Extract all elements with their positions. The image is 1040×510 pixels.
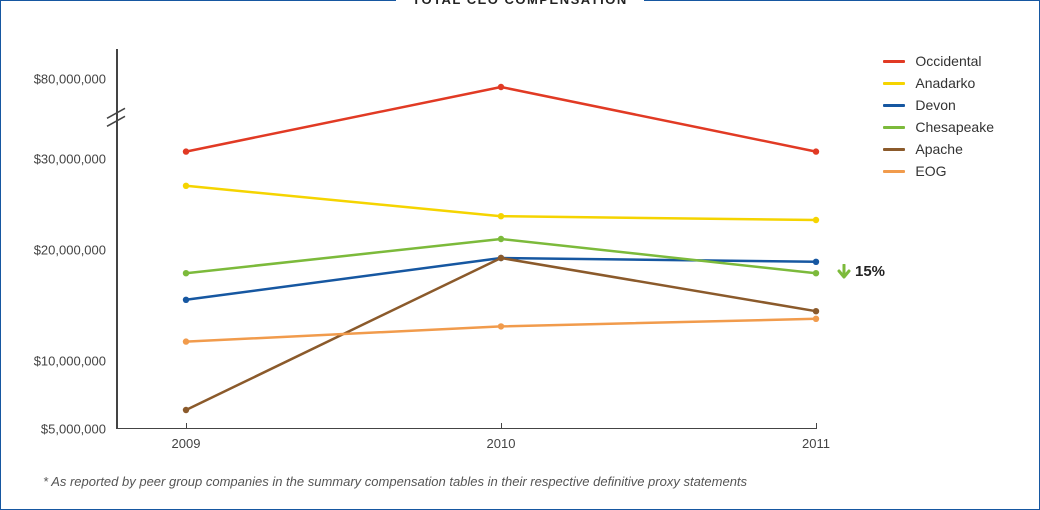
x-tick xyxy=(816,423,817,429)
y-tick-label: $30,000,000 xyxy=(34,152,116,167)
series-marker xyxy=(183,270,189,276)
legend-swatch xyxy=(883,170,905,173)
legend-item: Apache xyxy=(883,141,994,157)
y-axis xyxy=(116,49,118,429)
legend-item: Devon xyxy=(883,97,994,113)
plot-area: $5,000,000$10,000,000$20,000,000$30,000,… xyxy=(116,49,816,429)
series-line xyxy=(186,258,816,410)
chart-title: TOTAL CEO COMPENSATION xyxy=(396,0,644,7)
x-tick xyxy=(501,423,502,429)
x-axis xyxy=(116,428,816,430)
series-marker xyxy=(183,338,189,344)
y-tick-label: $20,000,000 xyxy=(34,243,116,258)
legend-swatch xyxy=(883,60,905,63)
y-tick-label: $80,000,000 xyxy=(34,72,116,87)
legend-item: Anadarko xyxy=(883,75,994,91)
series-marker xyxy=(498,84,504,90)
series-marker xyxy=(183,297,189,303)
x-tick-label: 2011 xyxy=(802,436,830,451)
series-marker xyxy=(813,308,819,314)
series-marker xyxy=(498,213,504,219)
legend-label: Apache xyxy=(915,141,962,157)
series-marker xyxy=(498,323,504,329)
legend-swatch xyxy=(883,104,905,107)
legend-label: Chesapeake xyxy=(915,119,994,135)
legend-swatch xyxy=(883,148,905,151)
y-tick-label: $5,000,000 xyxy=(41,422,116,437)
legend-label: EOG xyxy=(915,163,946,179)
x-tick-label: 2010 xyxy=(487,436,516,451)
arrow-down-icon xyxy=(837,264,851,280)
legend-label: Occidental xyxy=(915,53,981,69)
series-line xyxy=(186,87,816,152)
x-tick-label: 2009 xyxy=(172,436,201,451)
legend-item: Occidental xyxy=(883,53,994,69)
series-marker xyxy=(813,316,819,322)
series-marker xyxy=(813,270,819,276)
legend-item: EOG xyxy=(883,163,994,179)
series-line xyxy=(186,258,816,300)
series-marker xyxy=(498,255,504,261)
series-marker xyxy=(813,148,819,154)
series-line xyxy=(186,319,816,342)
legend: Occidental Anadarko Devon Chesapeake Apache E… xyxy=(883,53,994,185)
legend-label: Anadarko xyxy=(915,75,975,91)
series-marker xyxy=(183,148,189,154)
footnote: * As reported by peer group companies in… xyxy=(43,474,747,489)
pct-change-annotation: 15% xyxy=(837,263,885,280)
series-marker xyxy=(183,183,189,189)
series-marker xyxy=(813,217,819,223)
legend-swatch xyxy=(883,82,905,85)
legend-swatch xyxy=(883,126,905,129)
title-wrap: TOTAL CEO COMPENSATION xyxy=(1,0,1039,9)
chart-container: TOTAL CEO COMPENSATION $5,000,000$10,000… xyxy=(0,0,1040,510)
x-tick xyxy=(186,423,187,429)
plot-svg xyxy=(116,49,816,429)
series-marker xyxy=(813,259,819,265)
series-marker xyxy=(498,236,504,242)
legend-item: Chesapeake xyxy=(883,119,994,135)
series-marker xyxy=(183,407,189,413)
y-tick-label: $10,000,000 xyxy=(34,353,116,368)
legend-label: Devon xyxy=(915,97,955,113)
annotation-text: 15% xyxy=(855,263,885,280)
